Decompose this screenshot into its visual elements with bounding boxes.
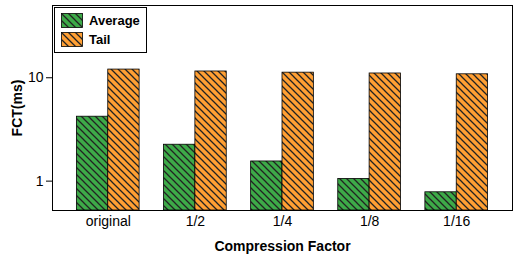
html-text:Tail: Tail <box>89 32 111 47</box>
svg-text:original: original <box>86 213 131 229</box>
svg-text:1/16: 1/16 <box>443 213 470 229</box>
svg-text:1: 1 <box>36 173 44 189</box>
svg-text:10: 10 <box>28 69 44 85</box>
svg-text:Compression Factor: Compression Factor <box>214 238 351 254</box>
svg-text:1/8: 1/8 <box>360 213 380 229</box>
svg-text:FCT(ms): FCT(ms) <box>9 80 25 137</box>
svg-text:1/2: 1/2 <box>186 213 206 229</box>
svg-text:1/4: 1/4 <box>273 213 293 229</box>
html-text:Average: Average <box>89 13 140 28</box>
